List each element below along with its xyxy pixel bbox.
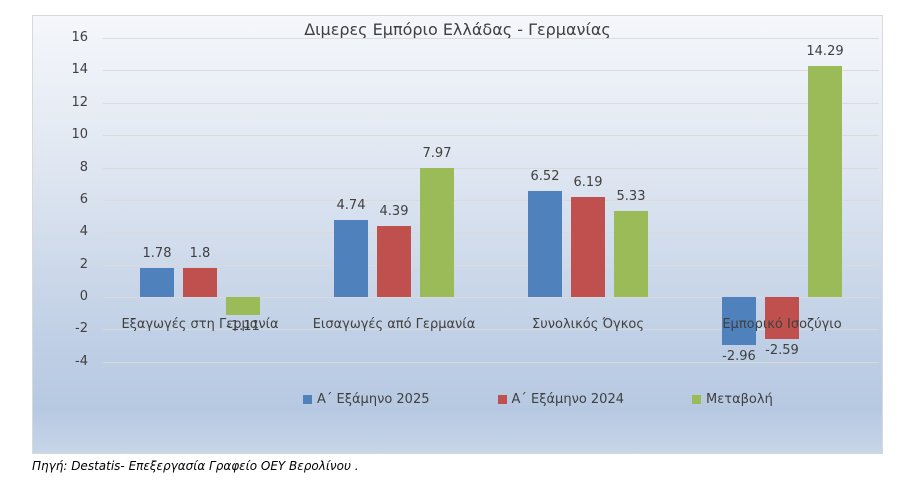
bar [808,65,842,297]
legend: Α΄ Εξάμηνο 2025 Α΄ Εξάμηνο 2024 Μεταβολή [303,392,773,407]
legend-swatch-2024 [497,395,507,404]
category-label: Εξαγωγές στη Γερμανία [121,317,279,332]
y-tick-label: 8 [79,159,88,175]
data-label: -2.59 [765,342,799,358]
gridline [103,38,879,39]
y-tick-label: 2 [79,256,88,272]
legend-item-2025: Α΄ Εξάμηνο 2025 [303,392,430,407]
gridline [103,199,879,201]
bar [614,210,648,297]
bar [420,167,454,297]
legend-label-2024: Α΄ Εξάμηνο 2024 [511,392,625,407]
legend-label-2025: Α΄ Εξάμηνο 2025 [317,392,430,407]
source-note: Πηγή: Destatis- Επεξεργασία Γραφείο ΟΕΥ … [32,459,359,473]
gridline [103,232,879,234]
data-label: 5.33 [616,188,646,204]
y-tick-label: 14 [71,62,88,78]
y-tick-label: 6 [79,191,88,207]
data-label: 1.78 [142,246,172,262]
y-tick-label: 12 [71,94,88,110]
gridline [103,264,879,266]
data-label: 4.39 [379,203,409,219]
bar [571,196,605,297]
gridline [103,329,879,331]
data-label: 4.74 [336,198,366,214]
bar [226,297,260,315]
gridline [103,70,879,72]
category-label: Συνολικός Όγκος [532,317,644,332]
gridline [103,135,879,137]
y-tick-label: -4 [75,353,88,369]
bar [140,268,174,297]
bar [528,191,562,297]
legend-item-change: Μεταβολή [692,392,773,407]
bar [722,297,756,345]
legend-swatch-2025 [303,395,312,404]
gridline [103,297,879,298]
bar [334,220,368,297]
data-label: 6.52 [530,169,560,185]
data-label: 1.8 [189,245,211,261]
category-label: Εισαγωγές από Γερμανία [312,317,476,332]
y-tick-label: 4 [79,224,88,240]
y-tick-label: -2 [75,321,88,337]
data-label: 6.19 [573,174,603,190]
gridline [103,167,879,169]
chart-container: Διμερες Εμπόριο Ελλάδας - Γερμανίας -4 -2… [32,15,883,454]
y-tick-label: 10 [71,127,88,143]
legend-swatch-change [692,395,701,404]
legend-item-2024: Α΄ Εξάμηνο 2024 [497,392,625,407]
y-tick-label: 0 [79,289,88,304]
category-label: Εμπορικό Ισοζύγιο [722,317,842,332]
data-label: 7.97 [422,145,452,161]
gridline [103,361,879,363]
legend-label-change: Μεταβολή [706,392,773,407]
gridline [103,102,879,104]
data-label: -1.11 [226,318,260,334]
data-label: -2.96 [722,348,756,364]
y-tick-label: 16 [71,30,88,45]
data-label: 14.29 [806,43,844,59]
bar [377,225,411,297]
bar [183,267,217,297]
plot-area: -4 -2 0 2 4 6 8 10 12 14 16 1.78 1.8 -1.11 Εξαγωγές στ… [33,16,882,453]
chart-title: Διμερες Εμπόριο Ελλάδας - Γερμανίας [304,20,611,39]
bar [765,297,799,339]
